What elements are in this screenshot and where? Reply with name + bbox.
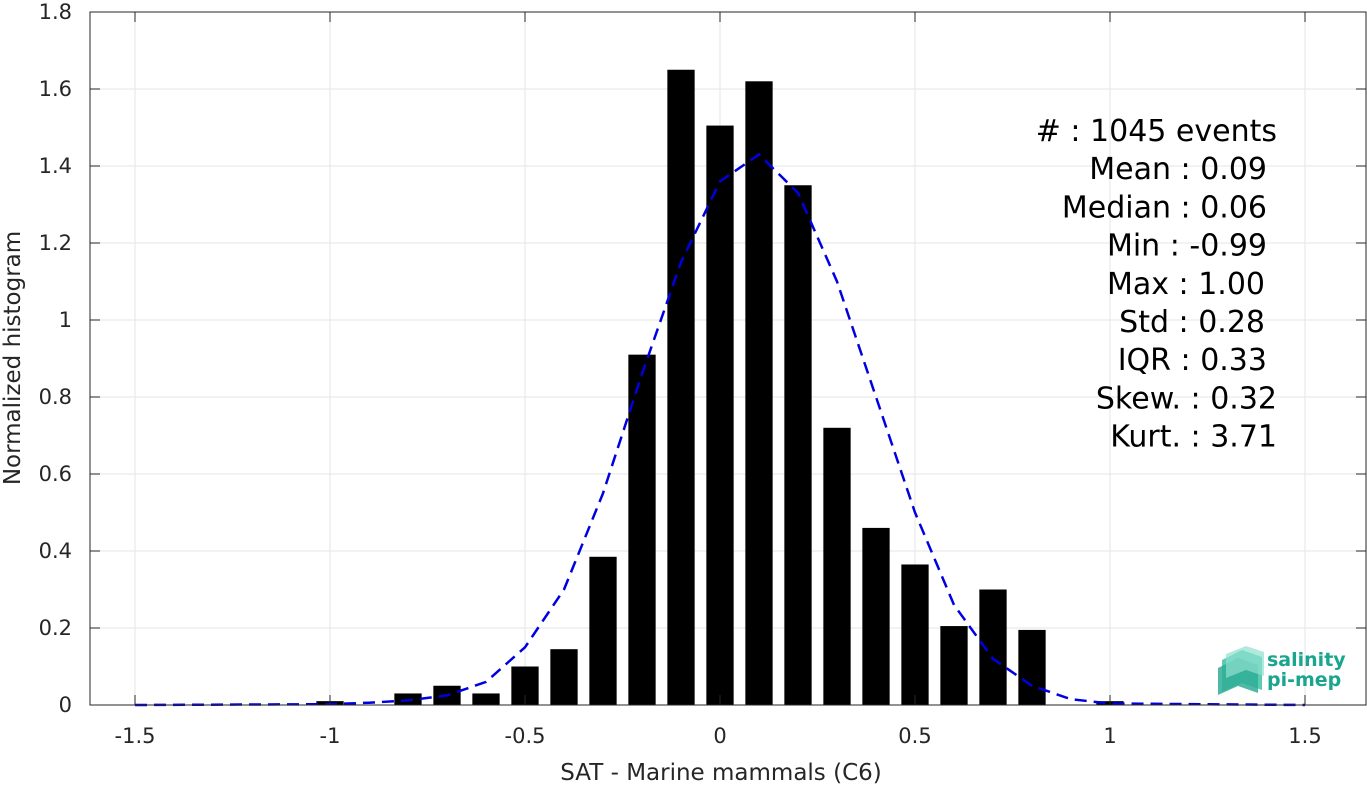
histogram-bar bbox=[472, 693, 500, 705]
histogram-bar bbox=[706, 125, 734, 705]
y-tick-label: 1.4 bbox=[39, 154, 72, 178]
y-tick-label: 1.8 bbox=[39, 0, 72, 24]
y-tick-label: 0 bbox=[59, 693, 72, 717]
stat-line: Max : 1.00 bbox=[1107, 267, 1265, 302]
y-tick-label: 0.8 bbox=[39, 385, 72, 409]
histogram-bar bbox=[628, 354, 656, 705]
stat-line: Median : 0.06 bbox=[1062, 190, 1267, 225]
logo-icon bbox=[1218, 646, 1264, 695]
histogram-bar bbox=[784, 185, 812, 705]
histogram-bar bbox=[550, 649, 578, 705]
histogram-bar bbox=[862, 527, 890, 705]
y-tick-label: 1.6 bbox=[39, 77, 72, 101]
x-tick-label: 0 bbox=[713, 724, 726, 748]
histogram-bar bbox=[745, 81, 773, 706]
stat-line: Std : 0.28 bbox=[1119, 305, 1265, 340]
y-tick-label: 1.2 bbox=[39, 231, 72, 255]
y-tick-label: 0.4 bbox=[39, 539, 72, 563]
histogram-bar bbox=[901, 564, 929, 705]
y-tick-label: 1 bbox=[59, 308, 72, 332]
stat-line: Kurt. : 3.71 bbox=[1110, 420, 1277, 455]
logo-line2: pi-mep bbox=[1267, 669, 1341, 691]
stat-line: Min : -0.99 bbox=[1107, 229, 1267, 264]
x-tick-label: 1 bbox=[1103, 724, 1116, 748]
gaussian-fit-curve bbox=[134, 152, 1306, 707]
logo-line1: salinity bbox=[1267, 649, 1346, 671]
x-tick-label: 0.5 bbox=[898, 724, 931, 748]
salinity-pimep-logo: salinity pi-mep bbox=[1218, 646, 1346, 695]
x-tick-labels: -1.5 -1 -0.5 0 0.5 1 1.5 bbox=[115, 724, 1322, 748]
y-tick-labels: 0 0.2 0.4 0.6 0.8 1 1.2 1.4 1.6 1.8 bbox=[39, 0, 72, 717]
stat-line: # : 1045 events bbox=[1036, 114, 1277, 149]
histogram-bar bbox=[823, 427, 851, 705]
y-tick-label: 0.2 bbox=[39, 616, 72, 640]
x-axis-label: SAT - Marine mammals (C6) bbox=[560, 760, 882, 785]
x-tick-label: -1.5 bbox=[115, 724, 156, 748]
x-tick-label: -1 bbox=[320, 724, 341, 748]
stat-line: Skew. : 0.32 bbox=[1096, 381, 1277, 416]
histogram-bar bbox=[940, 626, 968, 705]
stat-line: IQR : 0.33 bbox=[1118, 343, 1267, 378]
stat-line: Mean : 0.09 bbox=[1089, 152, 1267, 187]
axes bbox=[89, 11, 1367, 706]
histogram-bar bbox=[589, 556, 617, 705]
histogram-bar bbox=[1018, 629, 1046, 705]
axes-box bbox=[89, 11, 1367, 706]
x-tick-label: 1.5 bbox=[1288, 724, 1321, 748]
x-tick-label: -0.5 bbox=[505, 724, 546, 748]
y-axis-label: Normalized histogram bbox=[0, 231, 26, 485]
bars bbox=[316, 69, 1124, 706]
histogram-bar bbox=[667, 69, 695, 705]
y-tick-label: 0.6 bbox=[39, 462, 72, 486]
